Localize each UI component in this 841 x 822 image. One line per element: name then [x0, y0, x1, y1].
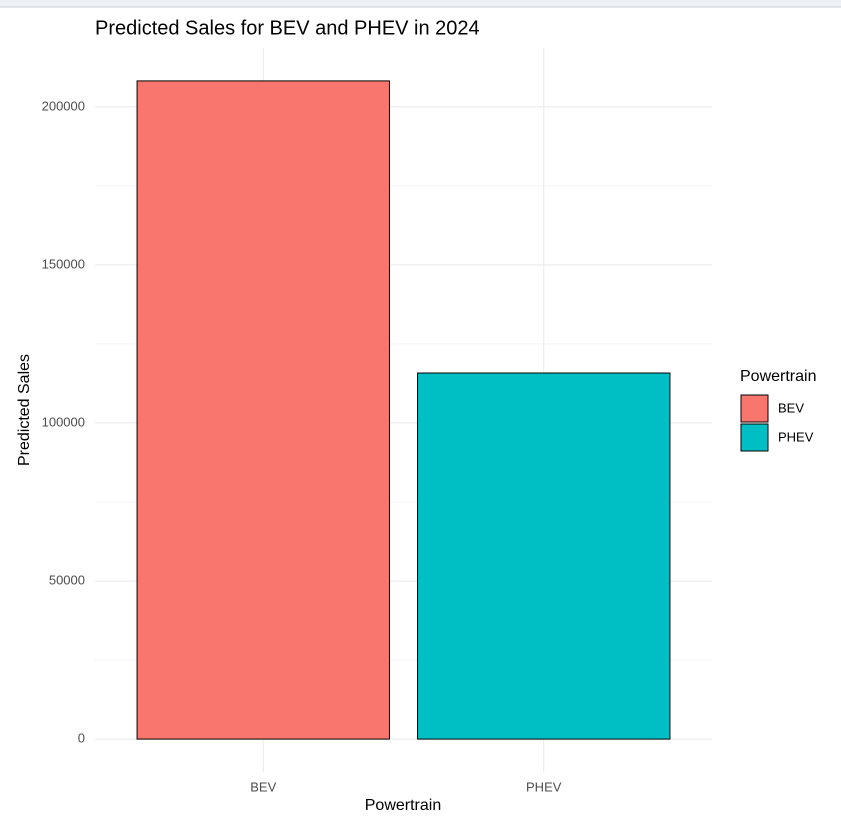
- legend-key: [740, 394, 769, 423]
- legend-title: Powertrain: [740, 368, 816, 385]
- y-tick-label: 50000: [49, 572, 85, 587]
- bar: [417, 372, 671, 740]
- y-tick-label: 200000: [42, 98, 85, 113]
- y-tick-label: 100000: [42, 414, 85, 429]
- x-axis-label: Powertrain: [365, 797, 441, 814]
- x-tick-label: PHEV: [526, 779, 562, 794]
- x-tick-label: BEV: [250, 779, 276, 794]
- legend-label: BEV: [778, 400, 804, 415]
- legend-label: PHEV: [778, 429, 814, 444]
- chart-title: Predicted Sales for BEV and PHEV in 2024: [95, 17, 480, 39]
- y-tick-label: 0: [78, 731, 85, 746]
- bar: [136, 80, 390, 740]
- toolbar-strip: [0, 0, 841, 7]
- y-tick-label: 150000: [42, 256, 85, 271]
- y-axis-label: Predicted Sales: [16, 354, 33, 466]
- legend-key: [740, 423, 769, 452]
